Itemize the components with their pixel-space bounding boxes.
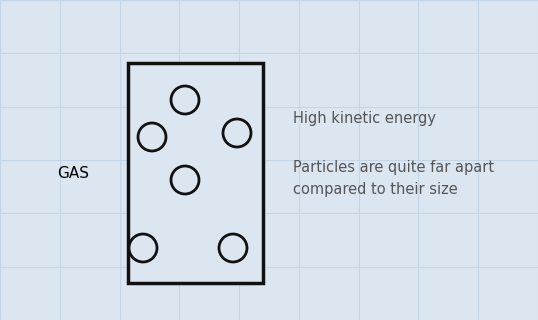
Circle shape [219,234,247,262]
Circle shape [223,119,251,147]
Text: GAS: GAS [57,165,89,180]
Circle shape [171,166,199,194]
Bar [128,63,263,283]
Circle shape [138,123,166,151]
Text: High kinetic energy: High kinetic energy [293,110,436,125]
Text: Particles are quite far apart
compared to their size: Particles are quite far apart compared t… [293,160,494,197]
Circle shape [129,234,157,262]
Circle shape [171,86,199,114]
